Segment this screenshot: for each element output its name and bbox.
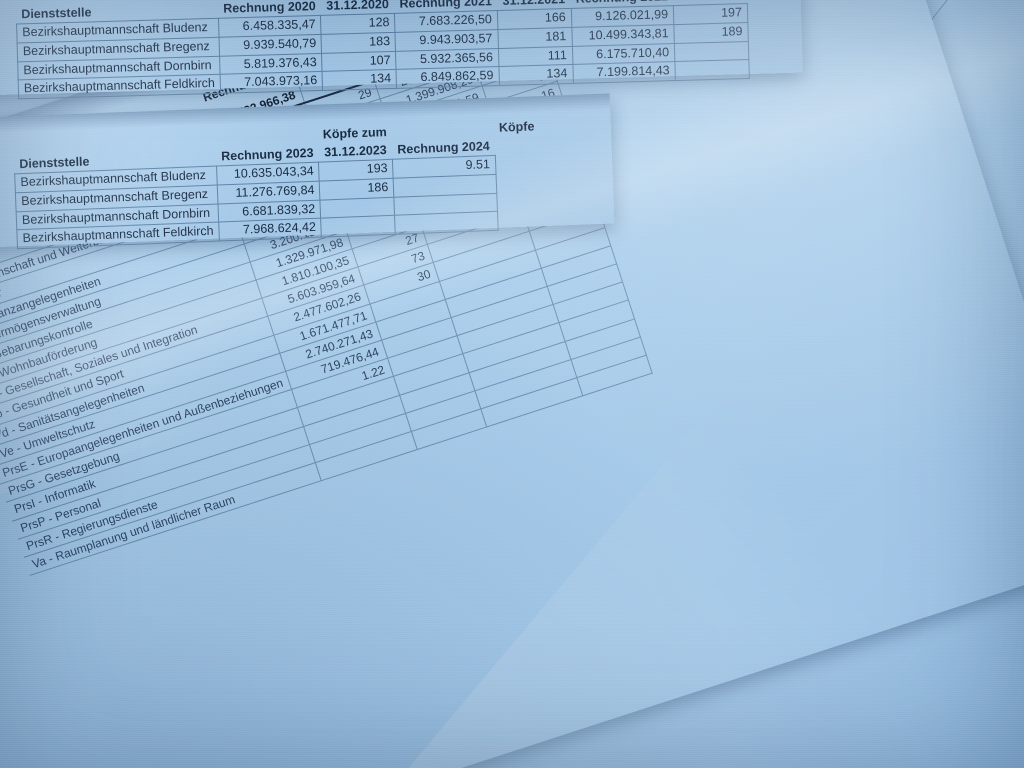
cell-k2022 <box>674 41 749 62</box>
col-header-koepfe-top-2: Köpfe <box>498 119 535 135</box>
cell-k2021: 181 <box>497 27 573 48</box>
cell-k2022: 189 <box>673 22 749 44</box>
paper-sheet-bh-2023-2024: Köpfe zum Köpfe Dienststelle Rechnung 20… <box>0 93 615 249</box>
cell-r2024 <box>394 211 498 234</box>
cell-r2022: 7.199.814,43 <box>572 61 676 84</box>
cell-k2020: 183 <box>321 32 396 53</box>
cell-k2021: 134 <box>498 64 574 86</box>
cell-k2020: 128 <box>320 13 396 35</box>
cell-k2023 <box>321 215 396 237</box>
cell-k2022: 197 <box>673 3 748 25</box>
table-bezirkshauptmannschaften-2023-2024: Köpfe zum Köpfe Dienststelle Rechnung 20… <box>13 118 544 249</box>
cell-k2021: 111 <box>498 45 573 67</box>
cell-k2020: 107 <box>321 50 397 72</box>
cell-k2020: 134 <box>322 69 397 91</box>
cell-r2021: 6.849.862,59 <box>396 66 500 89</box>
cell-k2022 <box>674 59 750 81</box>
cell-r2020: 7.043.973,16 <box>220 71 324 94</box>
col-header-extra <box>494 136 540 156</box>
cell-r2023: 7.968.624,42 <box>218 218 322 241</box>
cell-k2021: 166 <box>497 8 572 30</box>
